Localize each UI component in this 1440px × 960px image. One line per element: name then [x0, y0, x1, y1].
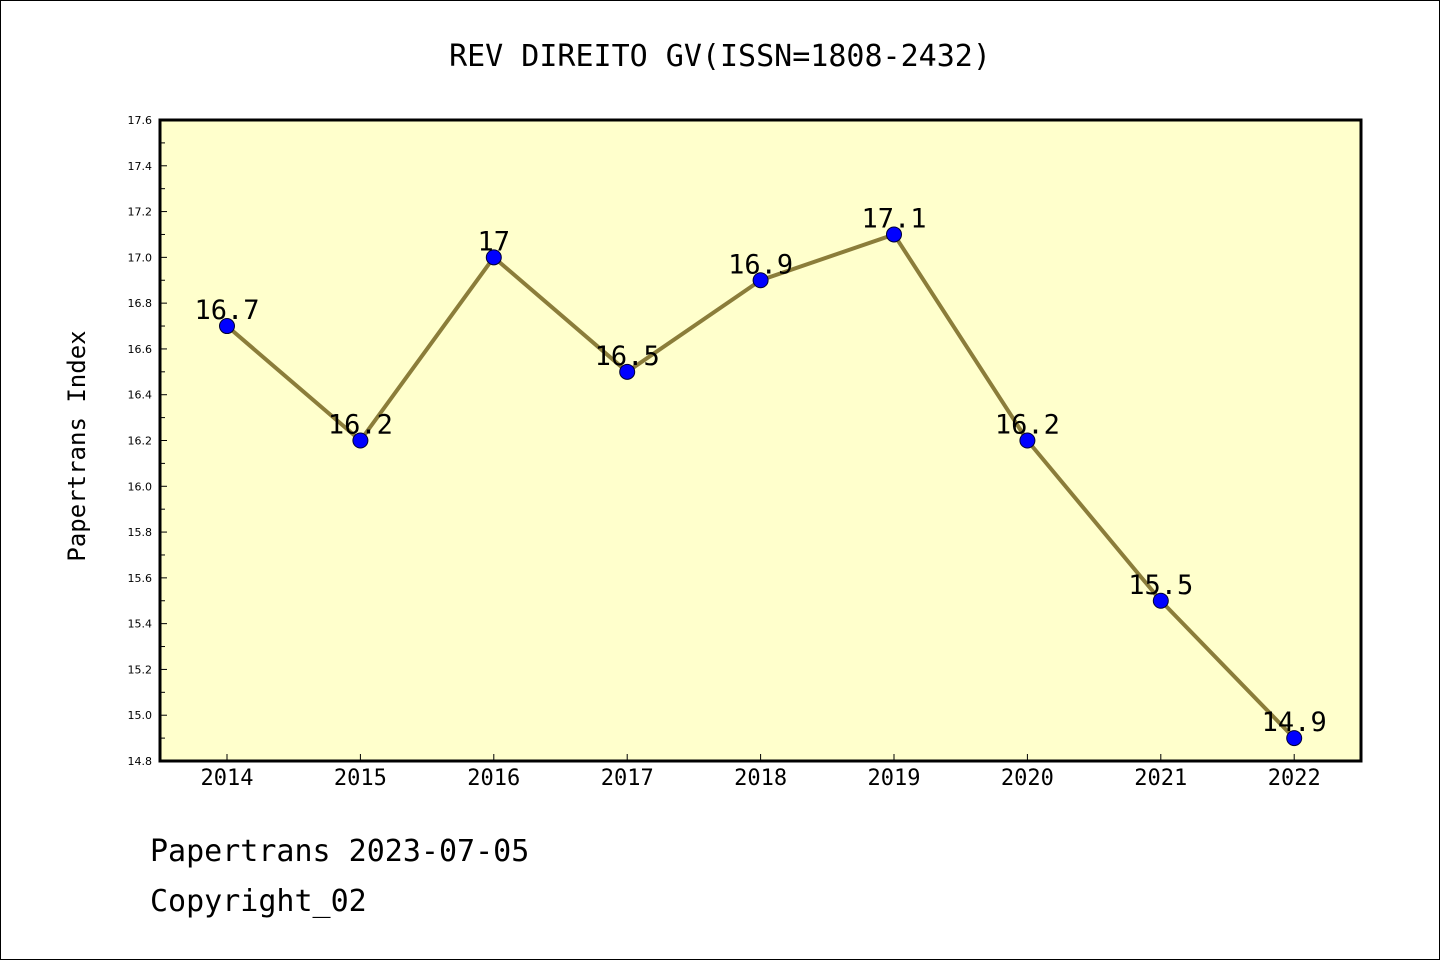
- data-point: [1152, 592, 1169, 609]
- y-tick-label: 17.0: [128, 251, 153, 264]
- footer-copyright: Copyright_02: [150, 884, 367, 919]
- data-point: [752, 272, 769, 289]
- y-tick-label: 14.8: [128, 755, 153, 768]
- x-axis: 2014 2015 2016 2017 2018 2019 2020 2021 2022: [201, 754, 1321, 791]
- y-axis-label: Papertrans Index: [63, 330, 91, 561]
- data-label: 16.9: [728, 249, 793, 280]
- y-tick-label: 15.0: [128, 709, 153, 722]
- x-tick-label: 2019: [868, 766, 921, 791]
- x-tick-label: 2020: [1001, 766, 1054, 791]
- data-point: [219, 318, 235, 335]
- y-tick-label: 17.6: [128, 114, 153, 127]
- x-tick-label: 2016: [467, 766, 520, 791]
- data-label: 16.2: [995, 410, 1060, 441]
- data-label: 17: [478, 226, 511, 257]
- plot-area: [158, 118, 1363, 763]
- x-tick-label: 2021: [1134, 766, 1187, 791]
- series-layer: 16.7 16.2 17 16.5 16.9 17.1 16.2 15.5 14.9: [194, 203, 1327, 747]
- y-tick-label: 17.4: [128, 160, 153, 173]
- y-tick-label: 15.6: [128, 572, 153, 585]
- data-point: [886, 226, 902, 243]
- data-label: 16.5: [595, 341, 660, 372]
- data-point: [1019, 432, 1036, 449]
- data-point: [619, 363, 636, 380]
- x-tick-label: 2017: [601, 766, 654, 791]
- data-label: 14.9: [1262, 707, 1327, 738]
- y-axis: 14.8 15.0 15.2 15.4 15.6 15.8 16.0 16.2 16.4 16.6…: [128, 114, 167, 768]
- data-point: [352, 432, 369, 449]
- data-point: [485, 249, 502, 266]
- x-tick-label: 2014: [201, 766, 254, 791]
- y-tick-label: 16.0: [128, 480, 153, 493]
- y-tick-label: 15.2: [128, 663, 153, 676]
- y-tick-label: 16.8: [128, 297, 153, 310]
- footer-date: Papertrans 2023-07-05: [150, 834, 530, 869]
- x-tick-label: 2018: [734, 766, 787, 791]
- data-label: 16.7: [194, 295, 259, 326]
- data-point: [1286, 730, 1303, 747]
- y-tick-label: 15.8: [128, 526, 153, 539]
- data-label: 16.2: [328, 410, 393, 441]
- y-tick-label: 15.4: [128, 618, 153, 631]
- data-label: 17.1: [861, 203, 926, 234]
- data-label: 15.5: [1128, 570, 1193, 601]
- x-tick-label: 2022: [1268, 766, 1321, 791]
- y-tick-label: 17.2: [128, 206, 153, 219]
- x-tick-label: 2015: [334, 766, 387, 791]
- chart-title: REV DIREITO GV(ISSN=1808-2432): [449, 39, 991, 74]
- y-tick-label: 16.6: [128, 343, 153, 356]
- y-tick-label: 16.4: [128, 389, 153, 402]
- y-tick-label: 16.2: [128, 435, 153, 448]
